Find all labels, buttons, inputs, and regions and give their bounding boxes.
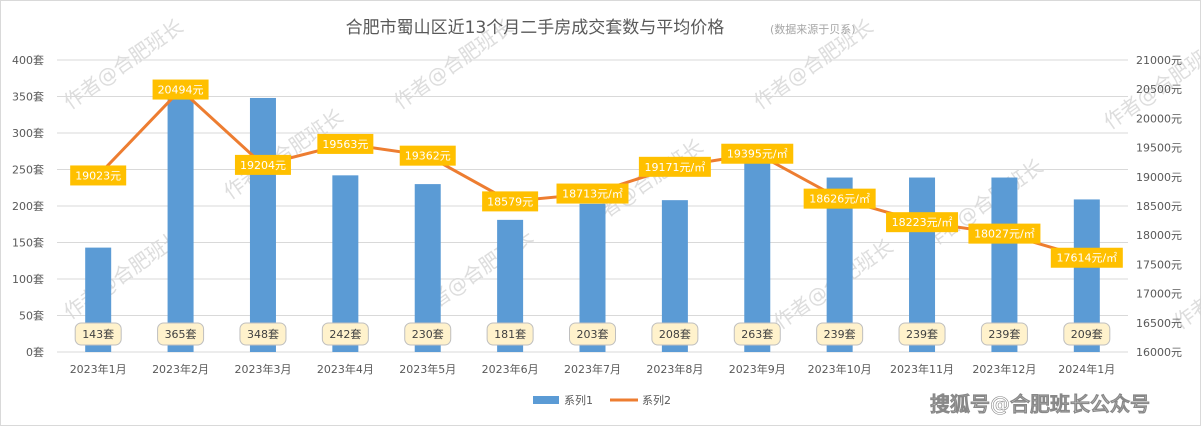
bar-data-label-box <box>816 322 864 346</box>
line-data-label-box <box>234 154 291 175</box>
right-axis-tick-label: 20000元 <box>1136 112 1182 125</box>
bar-data-label-box <box>486 322 534 346</box>
x-axis-tick-label: 2023年7月 <box>564 362 621 376</box>
x-axis-tick-label: 2023年1月 <box>70 362 127 376</box>
bar-data-label: 239套 <box>824 328 856 341</box>
line-data-label-box <box>968 223 1041 244</box>
bar-data-label: 365套 <box>165 328 197 341</box>
bar-data-label: 203套 <box>577 328 609 341</box>
line-data-label: 19563元 <box>322 138 368 151</box>
bar-data-label-box <box>157 322 205 346</box>
bar-data-label: 239套 <box>906 328 938 341</box>
line-data-label: 19023元 <box>75 169 121 182</box>
bar-data-label: 230套 <box>412 328 444 341</box>
line-data-label-box <box>721 143 794 164</box>
bar-data-label: 208套 <box>659 328 691 341</box>
bar-data-label: 242套 <box>329 328 361 341</box>
line-data-label: 19171元/㎡ <box>645 161 706 174</box>
legend: 系列1 系列2 <box>533 393 671 407</box>
bar-data-label-box <box>980 322 1028 346</box>
line-data-label: 18027元/㎡ <box>974 228 1035 241</box>
x-axis-tick-label: 2024年1月 <box>1058 362 1115 376</box>
axes: 0套 50套 100套 150套 200套 250套 300套 350套 400套 16000元 1… <box>12 54 1182 376</box>
line-data-label-box <box>399 145 456 166</box>
x-axis-tick-label: 2023年8月 <box>646 362 703 376</box>
line-data-label: 19362元 <box>405 150 451 163</box>
line-data-label: 19204元 <box>240 159 286 172</box>
line-data-label-box <box>70 165 127 186</box>
right-axis-tick-label: 20500元 <box>1136 83 1182 96</box>
left-axis-tick-label: 150套 <box>12 237 44 250</box>
right-axis-tick-label: 18500元 <box>1136 200 1182 213</box>
line-data-label: 19395元/㎡ <box>727 148 788 161</box>
legend-swatch-bar <box>533 396 559 404</box>
bar <box>249 97 276 353</box>
bar-data-label: 239套 <box>988 328 1020 341</box>
line-data-label-box <box>556 183 629 204</box>
bar-data-label-box <box>569 322 616 346</box>
x-axis-tick-label: 2023年6月 <box>482 362 539 376</box>
line-data-label-box <box>317 133 374 154</box>
x-axis-tick-label: 2023年11月 <box>890 362 954 376</box>
bar <box>167 85 194 353</box>
data-labels: 143套 365套 348套 242套 230套 181套 203套 208套 263套 239套… <box>70 79 1123 346</box>
line-data-label: 17614元/㎡ <box>1056 252 1117 265</box>
left-axis-tick-label: 250套 <box>12 164 44 177</box>
line-data-label: 18626元/㎡ <box>809 193 870 206</box>
bar-data-label-box <box>898 322 946 346</box>
x-axis-tick-label: 2023年12月 <box>972 362 1036 376</box>
line-data-label-box <box>152 79 209 100</box>
x-axis-tick-label: 2023年9月 <box>729 362 786 376</box>
bar-data-label: 263套 <box>741 328 773 341</box>
bar-data-label-box <box>321 322 369 346</box>
bar-data-label: 181套 <box>494 328 526 341</box>
left-axis-tick-label: 300套 <box>12 127 44 140</box>
right-axis-tick-label: 16000元 <box>1136 346 1182 359</box>
legend-label-line: 系列2 <box>642 393 671 407</box>
left-axis-tick-label: 400套 <box>12 54 44 67</box>
line-data-label: 18713元/㎡ <box>562 188 623 201</box>
right-axis-tick-label: 17000元 <box>1136 288 1182 301</box>
line-data-label: 18579元 <box>487 195 533 208</box>
line-data-label-box <box>482 191 539 212</box>
left-axis-tick-label: 350套 <box>12 91 44 104</box>
bar-data-label: 209套 <box>1071 328 1103 341</box>
line-data-label-box <box>803 188 876 209</box>
bar-data-label-box <box>404 322 452 346</box>
chart-title: 合肥市蜀山区近13个月二手房成交套数与平均价格 <box>346 18 725 38</box>
line-data-label-box <box>886 212 959 233</box>
left-axis-tick-label: 200套 <box>12 200 44 213</box>
right-axis-tick-label: 18000元 <box>1136 229 1182 242</box>
legend-label-bar: 系列1 <box>564 393 593 407</box>
bar-data-label-box <box>733 322 781 346</box>
x-axis-tick-label: 2023年10月 <box>808 362 872 376</box>
right-axis-tick-label: 19500元 <box>1136 142 1182 155</box>
chart-subtitle: (数据来源于贝系) <box>770 22 856 36</box>
right-axis-tick-label: 19000元 <box>1136 171 1182 184</box>
right-axis-tick-label: 21000元 <box>1136 54 1182 67</box>
left-axis-tick-label: 0套 <box>26 346 44 359</box>
line-data-label: 18223元/㎡ <box>892 216 953 229</box>
line-data-label: 20494元 <box>158 84 204 97</box>
x-axis-tick-label: 2023年3月 <box>234 362 291 376</box>
bar-data-label-box <box>1063 322 1111 346</box>
left-axis-tick-label: 100套 <box>12 273 44 286</box>
x-axis-tick-label: 2023年2月 <box>152 362 209 376</box>
right-axis-tick-label: 17500元 <box>1136 258 1182 271</box>
x-axis-tick-label: 2023年5月 <box>399 362 456 376</box>
bar-data-label: 143套 <box>82 328 114 341</box>
right-axis-tick-label: 16500元 <box>1136 317 1182 330</box>
bar-data-label-box <box>74 322 122 346</box>
line-data-label-box <box>638 156 711 177</box>
line-data-label-box <box>1050 247 1123 268</box>
bar <box>744 160 771 352</box>
footer-watermark: 搜狐号@合肥班长公众号 <box>930 392 1150 416</box>
x-axis-tick-label: 2023年4月 <box>317 362 374 376</box>
left-axis-tick-label: 50套 <box>19 310 44 323</box>
bar-data-label-box <box>651 322 699 346</box>
bar-data-label-box <box>239 322 287 346</box>
bar-data-label: 348套 <box>247 328 279 341</box>
